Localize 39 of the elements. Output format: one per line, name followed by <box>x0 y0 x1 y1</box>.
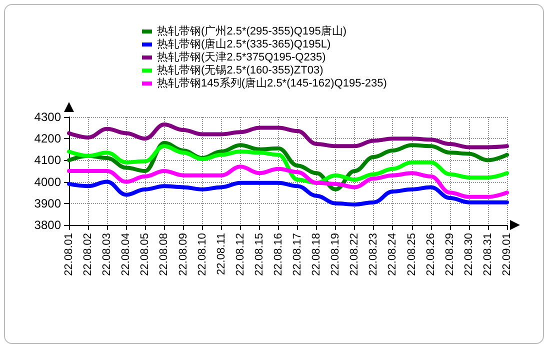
y-tick-label: 4100 <box>34 153 62 168</box>
x-tick-label: 22.08.05 <box>139 233 152 276</box>
x-tick-label: 22.08.19 <box>330 233 342 276</box>
line-series <box>67 122 509 150</box>
line-series <box>67 144 509 185</box>
x-tick-label: 22.08.10 <box>196 233 208 276</box>
x-tick-label: 22.08.31 <box>482 233 494 276</box>
x-tick-label: 22.08.12 <box>234 233 246 276</box>
line-series <box>67 180 509 206</box>
x-tick-label: 22.08.02 <box>82 233 94 276</box>
x-tick-label: 22.08.26 <box>424 233 437 276</box>
x-tick-label: 22.08.15 <box>253 233 266 276</box>
x-tick-label: 22.08.08 <box>158 233 170 276</box>
line-series <box>67 164 509 199</box>
x-tick-label: 22.08.09 <box>177 233 190 276</box>
legend-label: 热轧带钢145系列(唐山2.5*(145-162)Q195-235) <box>157 76 387 90</box>
legend-label: 热轧带钢(无锡2.5*(160-355)ZT03) <box>157 64 324 76</box>
x-tick-label: 22.08.29 <box>444 233 456 276</box>
x-tick-label: 22.08.18 <box>310 233 323 276</box>
y-tick-label: 4200 <box>34 132 62 146</box>
x-tick-label: 22.08.11 <box>215 233 228 276</box>
legend-label: 热轧带钢(广州2.5*(295-355)Q195唐山) <box>157 24 347 38</box>
x-tick-label: 22.08.25 <box>406 233 418 276</box>
x-tick-label: 22.08.23 <box>368 233 380 276</box>
legend-label: 热轧带钢(天津2.5*375Q195-Q235) <box>157 50 326 64</box>
x-tick-label: 22.08.24 <box>386 233 399 276</box>
legend-label: 热轧带钢(唐山2.5*(335-365)Q195L) <box>157 38 331 50</box>
x-tick-label: 22.08.03 <box>101 233 114 276</box>
x-tick-label: 22.08.22 <box>348 233 361 276</box>
x-tick-label: 22.08.17 <box>292 233 304 276</box>
y-tick-label: 4000 <box>34 174 62 189</box>
x-tick-label: 22.08.04 <box>120 233 132 276</box>
x-tick-label: 22.08.16 <box>272 233 284 276</box>
x-tick-label: 22.09.01 <box>501 233 513 276</box>
y-tick-label: 3900 <box>34 196 62 210</box>
y-tick-label: 3800 <box>34 218 62 232</box>
y-tick-label: 4300 <box>34 110 62 124</box>
x-tick-label: 22.08.01 <box>63 233 75 276</box>
x-tick-label: 22.08.30 <box>462 233 475 276</box>
